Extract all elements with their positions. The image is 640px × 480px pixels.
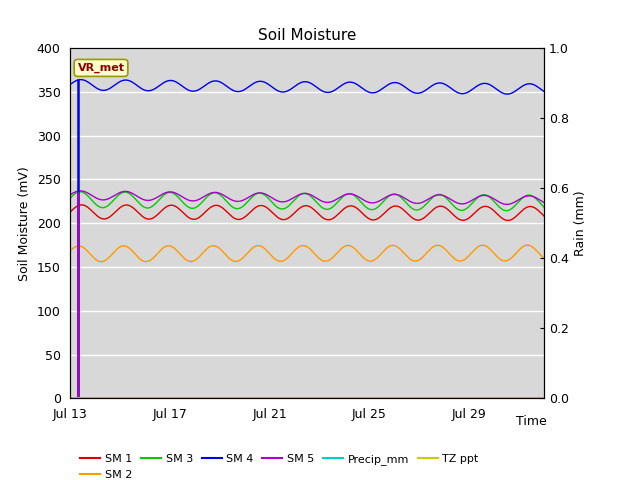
Y-axis label: Soil Moisture (mV): Soil Moisture (mV) (19, 166, 31, 281)
Y-axis label: Rain (mm): Rain (mm) (575, 191, 588, 256)
Text: Time: Time (516, 415, 547, 428)
Legend: SM 1, SM 2, SM 3, SM 4, SM 5, Precip_mm, TZ ppt: SM 1, SM 2, SM 3, SM 4, SM 5, Precip_mm,… (76, 449, 483, 480)
Title: Soil Moisture: Soil Moisture (258, 28, 356, 43)
Text: VR_met: VR_met (77, 63, 125, 73)
